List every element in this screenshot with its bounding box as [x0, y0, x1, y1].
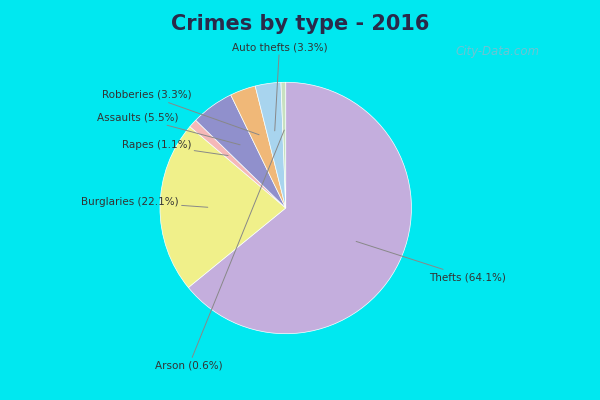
Text: City-Data.com: City-Data.com — [456, 46, 540, 58]
Wedge shape — [188, 82, 412, 334]
Wedge shape — [196, 95, 286, 208]
Text: Assaults (5.5%): Assaults (5.5%) — [97, 112, 240, 145]
Wedge shape — [160, 127, 286, 288]
Text: Burglaries (22.1%): Burglaries (22.1%) — [81, 197, 208, 207]
Wedge shape — [281, 82, 286, 208]
Text: Auto thefts (3.3%): Auto thefts (3.3%) — [232, 42, 327, 131]
Text: Crimes by type - 2016: Crimes by type - 2016 — [171, 14, 429, 34]
Text: Thefts (64.1%): Thefts (64.1%) — [356, 242, 506, 282]
Text: Arson (0.6%): Arson (0.6%) — [155, 130, 284, 370]
Text: Robberies (3.3%): Robberies (3.3%) — [102, 90, 259, 135]
Wedge shape — [231, 86, 286, 208]
Text: Rapes (1.1%): Rapes (1.1%) — [122, 140, 228, 156]
Wedge shape — [255, 82, 286, 208]
Wedge shape — [190, 120, 286, 208]
